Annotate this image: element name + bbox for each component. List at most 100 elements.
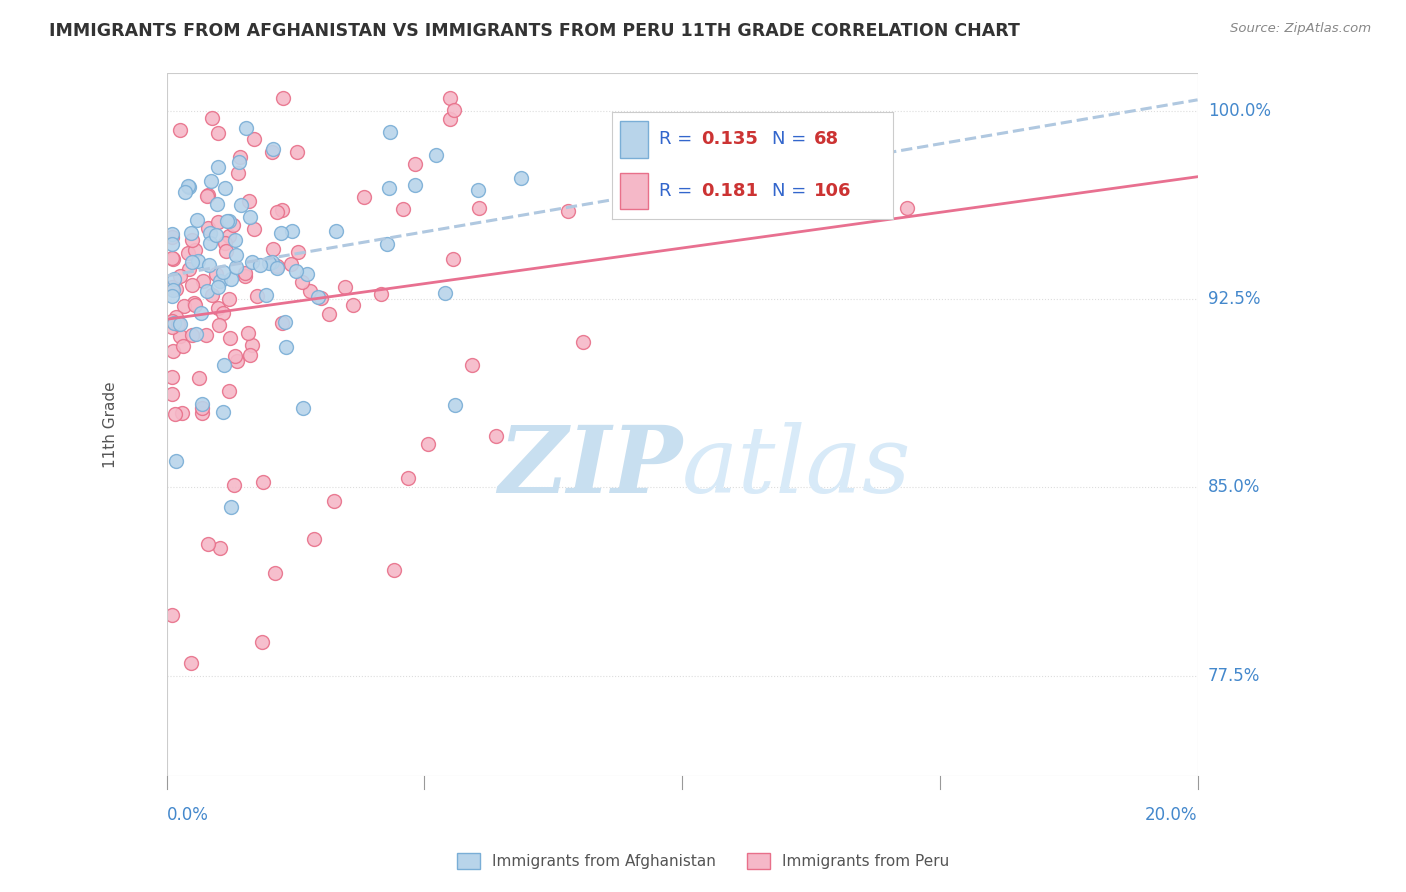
Point xyxy=(323,494,346,508)
Point xyxy=(259,256,281,270)
Point xyxy=(201,111,224,125)
Point xyxy=(260,145,283,159)
Point xyxy=(160,607,183,622)
Point xyxy=(444,398,467,412)
Point xyxy=(266,204,288,219)
Point xyxy=(169,123,191,137)
Text: atlas: atlas xyxy=(682,422,911,512)
Text: 11th Grade: 11th Grade xyxy=(103,381,118,467)
Point xyxy=(439,91,461,105)
Point xyxy=(207,279,229,293)
Point xyxy=(370,286,392,301)
Point xyxy=(228,150,250,164)
Point xyxy=(160,289,183,303)
Text: 100.0%: 100.0% xyxy=(1208,102,1271,120)
Point xyxy=(271,203,294,218)
Text: 0.0%: 0.0% xyxy=(167,806,208,824)
Point xyxy=(198,227,221,241)
Point xyxy=(180,657,202,671)
Point xyxy=(235,121,257,136)
Point xyxy=(302,533,325,547)
Point xyxy=(238,194,260,209)
Point xyxy=(160,320,183,334)
Point xyxy=(181,328,204,343)
Point xyxy=(211,405,233,419)
Text: N =: N = xyxy=(772,130,811,148)
Point xyxy=(195,327,218,342)
Point xyxy=(297,268,319,282)
Point xyxy=(197,188,219,202)
Point xyxy=(236,326,259,340)
Point xyxy=(229,198,252,212)
Point xyxy=(439,112,461,127)
Point xyxy=(165,407,187,421)
Point xyxy=(262,255,284,269)
Point xyxy=(281,224,304,238)
Point xyxy=(225,260,247,274)
Point xyxy=(200,174,222,188)
Text: 106: 106 xyxy=(814,182,852,200)
Point xyxy=(188,370,211,384)
Point xyxy=(181,278,204,293)
Point xyxy=(396,470,419,484)
Point xyxy=(416,437,439,451)
Point xyxy=(233,269,256,284)
Point xyxy=(378,125,401,139)
Point xyxy=(207,215,229,229)
Point xyxy=(160,251,183,265)
Point xyxy=(160,280,183,294)
Point xyxy=(404,178,426,193)
Point xyxy=(333,280,356,294)
Point xyxy=(266,259,288,273)
Text: 0.135: 0.135 xyxy=(702,130,758,148)
Point xyxy=(239,210,262,224)
Point xyxy=(190,406,212,420)
Point xyxy=(160,227,183,242)
Text: R =: R = xyxy=(659,130,699,148)
Point xyxy=(165,282,187,296)
Point xyxy=(212,306,235,320)
Text: 68: 68 xyxy=(814,130,839,148)
Point xyxy=(208,318,231,332)
Point xyxy=(162,252,184,266)
Point xyxy=(184,243,207,257)
Point xyxy=(572,334,595,349)
Text: 20.0%: 20.0% xyxy=(1144,806,1198,824)
Point xyxy=(160,236,183,251)
Point xyxy=(225,353,247,368)
Text: IMMIGRANTS FROM AFGHANISTAN VS IMMIGRANTS FROM PERU 11TH GRADE CORRELATION CHART: IMMIGRANTS FROM AFGHANISTAN VS IMMIGRANT… xyxy=(49,22,1021,40)
Point xyxy=(177,179,200,194)
Point xyxy=(246,289,269,303)
Point xyxy=(240,255,263,269)
Point xyxy=(207,127,229,141)
Point xyxy=(274,340,297,354)
Point xyxy=(184,326,207,341)
Point xyxy=(186,212,208,227)
Point xyxy=(212,358,235,372)
Point xyxy=(218,331,240,345)
Point xyxy=(180,255,202,269)
Point xyxy=(195,284,218,298)
Point xyxy=(163,272,186,286)
Point xyxy=(197,537,219,551)
Point xyxy=(205,228,228,243)
Point xyxy=(207,301,229,315)
Point xyxy=(160,313,183,327)
Point xyxy=(162,283,184,297)
Text: 0.181: 0.181 xyxy=(702,182,759,200)
Point xyxy=(160,369,183,384)
Point xyxy=(353,190,375,204)
Point xyxy=(172,406,194,420)
Point xyxy=(160,386,183,401)
Point xyxy=(218,384,240,399)
Point xyxy=(264,566,287,580)
Bar xyxy=(620,121,648,158)
Text: 92.5%: 92.5% xyxy=(1208,290,1260,308)
Point xyxy=(218,214,240,228)
Point xyxy=(307,290,329,304)
Point xyxy=(167,318,190,332)
Point xyxy=(215,214,238,228)
Bar xyxy=(620,172,648,209)
Point xyxy=(179,261,201,276)
Point xyxy=(218,293,240,307)
